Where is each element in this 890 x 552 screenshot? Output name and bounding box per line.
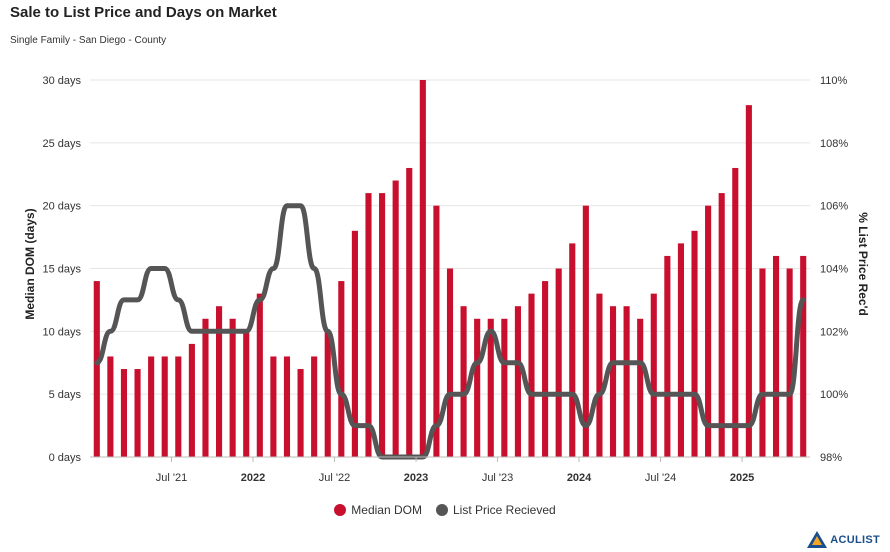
combo-chart: 0 days 5 days 10 days 15 days 20 days 25 days… <box>23 75 870 484</box>
dom-bar[interactable] <box>175 356 182 457</box>
dom-bar[interactable] <box>474 318 481 457</box>
dom-bar[interactable] <box>542 281 549 457</box>
dom-bar[interactable] <box>596 293 603 457</box>
y-right-tick-label: 104% <box>820 264 848 276</box>
dom-bar[interactable] <box>419 80 426 457</box>
y-left-tick-label: 30 days <box>42 75 81 87</box>
dom-bar[interactable] <box>202 318 209 457</box>
dom-bar[interactable] <box>134 369 141 457</box>
chart-legend: Median DOM List Price Recieved <box>0 503 890 517</box>
dom-bar[interactable] <box>786 268 793 458</box>
dom-bar[interactable] <box>243 331 250 457</box>
dom-bar[interactable] <box>745 105 752 457</box>
aculist-logo-icon <box>807 531 828 548</box>
y-left-tick-label: 0 days <box>49 452 82 464</box>
dom-bar[interactable] <box>487 318 494 457</box>
x-tick-label: Jul '21 <box>156 472 187 484</box>
dom-bar[interactable] <box>406 167 413 457</box>
dom-bar[interactable] <box>148 356 155 457</box>
dom-bar[interactable] <box>93 281 100 457</box>
dom-bar[interactable] <box>256 293 263 457</box>
dom-bar[interactable] <box>107 356 114 457</box>
right-axis-ticks: 98% 100% 102% 104% 106% 108% 110% <box>820 75 848 464</box>
x-tick-label: 2023 <box>404 472 428 484</box>
dom-bar[interactable] <box>216 306 223 457</box>
dom-bar[interactable] <box>718 193 725 457</box>
dom-bar[interactable] <box>501 318 508 457</box>
x-tick-label: 2025 <box>730 472 754 484</box>
dom-bar[interactable] <box>351 230 358 457</box>
dom-bar[interactable] <box>460 306 467 457</box>
dom-bars <box>93 80 807 458</box>
x-tick-label: Jul '22 <box>319 472 350 484</box>
y-left-tick-label: 15 days <box>42 264 81 276</box>
y-right-tick-label: 102% <box>820 326 848 338</box>
legend-swatch-red <box>334 504 347 516</box>
dom-bar[interactable] <box>379 193 386 457</box>
y-right-tick-label: 100% <box>820 389 848 401</box>
dom-bar[interactable] <box>569 243 576 457</box>
dom-bar[interactable] <box>188 343 195 457</box>
dom-bar[interactable] <box>609 306 617 457</box>
dom-bar[interactable] <box>664 255 671 457</box>
legend-label-list-price: List Price Recieved <box>452 503 556 517</box>
y-left-tick-label: 10 days <box>42 326 81 338</box>
y-axis-label-left: Median DOM (days) <box>23 208 37 319</box>
dom-bar[interactable] <box>637 318 644 457</box>
x-tick-label: Jul '23 <box>482 472 513 484</box>
dom-bar[interactable] <box>772 255 780 457</box>
dom-bar[interactable] <box>800 255 807 457</box>
dom-bar[interactable] <box>297 369 304 457</box>
dom-bar[interactable] <box>514 306 521 457</box>
y-axis-label-right: % List Price Rec'd <box>856 212 870 316</box>
y-right-tick-label: 110% <box>820 75 848 87</box>
x-tick-label: 2024 <box>567 472 592 484</box>
dom-bar[interactable] <box>582 205 589 457</box>
dom-bar[interactable] <box>433 205 440 457</box>
x-tick-label: Jul '24 <box>645 472 676 484</box>
legend-label-median-dom: Median DOM <box>351 503 422 517</box>
legend-item-median-dom[interactable]: Median DOM <box>334 503 422 517</box>
dom-bar[interactable] <box>759 268 766 458</box>
dom-bar[interactable] <box>555 268 562 458</box>
dom-bar[interactable] <box>732 167 739 457</box>
dom-bar[interactable] <box>229 318 236 457</box>
dom-bar[interactable] <box>392 180 399 458</box>
dom-bar[interactable] <box>677 243 684 457</box>
y-right-tick-label: 106% <box>820 201 848 213</box>
dom-bar[interactable] <box>161 356 168 457</box>
y-left-tick-label: 25 days <box>42 138 81 150</box>
legend-swatch-gray <box>435 504 448 516</box>
y-left-tick-label: 20 days <box>42 201 81 213</box>
dom-bar[interactable] <box>446 268 454 458</box>
dom-bar[interactable] <box>270 356 277 457</box>
x-axis-ticks: Jul '21 2022 Jul '22 2023 Jul '23 2024 Jul '24… <box>156 457 754 484</box>
dom-bar[interactable] <box>691 230 698 457</box>
dom-bar[interactable] <box>623 306 630 457</box>
dom-bar[interactable] <box>338 281 345 457</box>
logo-text: ACULIST <box>830 533 880 546</box>
dom-bar[interactable] <box>311 356 318 457</box>
dom-bar[interactable] <box>528 293 535 457</box>
y-left-tick-label: 5 days <box>49 389 82 401</box>
chart-subtitle: Single Family - San Diego - County <box>10 35 167 46</box>
dom-bar[interactable] <box>705 205 712 457</box>
list-price-line <box>94 203 806 460</box>
dom-bar[interactable] <box>120 369 128 457</box>
y-right-tick-label: 98% <box>820 452 842 464</box>
dom-bar[interactable] <box>283 356 291 457</box>
left-axis-ticks: 0 days 5 days 10 days 15 days 20 days 25 days… <box>42 75 81 464</box>
chart-title: Sale to List Price and Days on Market <box>10 4 277 21</box>
dom-bar[interactable] <box>324 331 331 457</box>
y-right-tick-label: 108% <box>820 138 848 150</box>
legend-item-list-price[interactable]: List Price Recieved <box>435 503 556 517</box>
aculist-logo: ACULIST <box>807 531 880 548</box>
x-tick-label: 2022 <box>241 472 265 484</box>
dom-bar[interactable] <box>365 193 372 457</box>
dom-bar[interactable] <box>650 293 657 457</box>
